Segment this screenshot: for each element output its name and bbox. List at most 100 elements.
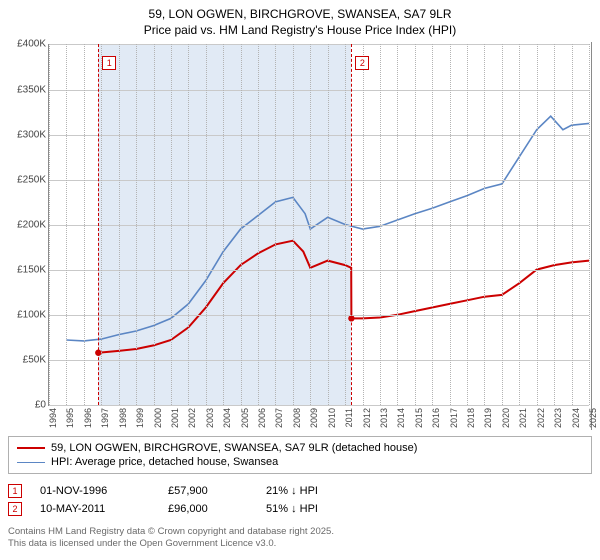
x-tick-label: 2023 [553, 408, 563, 428]
legend-row: HPI: Average price, detached house, Swan… [17, 455, 583, 469]
grid-v [188, 44, 189, 405]
x-tick-label: 2018 [466, 408, 476, 428]
x-tick-label: 1996 [83, 408, 93, 428]
grid-h [49, 360, 589, 361]
grid-v [519, 44, 520, 405]
legend-label: 59, LON OGWEN, BIRCHGROVE, SWANSEA, SA7 … [51, 442, 417, 454]
sale-date: 01-NOV-1996 [40, 485, 150, 497]
x-tick-label: 2000 [153, 408, 163, 428]
x-tick-label: 2017 [449, 408, 459, 428]
grid-v [154, 44, 155, 405]
x-tick-label: 1999 [135, 408, 145, 428]
sale-row: 210-MAY-2011£96,00051% ↓ HPI [8, 500, 592, 518]
grid-v [136, 44, 137, 405]
grid-v [49, 44, 50, 405]
grid-v [119, 44, 120, 405]
grid-v [502, 44, 503, 405]
sale-price: £96,000 [168, 503, 248, 515]
footnote: Contains HM Land Registry data © Crown c… [8, 526, 592, 550]
grid-v [450, 44, 451, 405]
sale-row: 1 01-NOV-1996 £57,900 21% ↓ HPI [8, 482, 592, 500]
grid-v [589, 44, 590, 405]
y-tick-label: £150K [17, 265, 46, 276]
x-tick-label: 2009 [309, 408, 319, 428]
x-tick-label: 1994 [48, 408, 58, 428]
grid-v [467, 44, 468, 405]
x-tick-label: 2016 [431, 408, 441, 428]
x-tick-label: 1998 [118, 408, 128, 428]
x-tick-label: 2005 [240, 408, 250, 428]
x-tick-label: 2015 [414, 408, 424, 428]
x-tick-label: 2010 [327, 408, 337, 428]
grid-v [223, 44, 224, 405]
grid-v [206, 44, 207, 405]
grid-v [328, 44, 329, 405]
grid-v [258, 44, 259, 405]
x-tick-label: 2014 [396, 408, 406, 428]
footnote-line-2: This data is licensed under the Open Gov… [8, 538, 592, 550]
chart-area: £0£50K£100K£150K£200K£250K£300K£350K£400… [8, 42, 592, 430]
y-tick-label: £0 [35, 400, 46, 411]
legend-swatch [17, 462, 45, 463]
x-axis: 1994199519961997199819992000200120022003… [48, 406, 589, 430]
x-tick-label: 2021 [518, 408, 528, 428]
grid-v [554, 44, 555, 405]
grid-v [397, 44, 398, 405]
x-tick-label: 2007 [274, 408, 284, 428]
sale-index-box: 2 [8, 502, 22, 516]
legend-row: 59, LON OGWEN, BIRCHGROVE, SWANSEA, SA7 … [17, 441, 583, 455]
sale-marker-index: 1 [102, 56, 116, 70]
x-tick-label: 2020 [501, 408, 511, 428]
x-tick-label: 2004 [222, 408, 232, 428]
y-tick-label: £200K [17, 219, 46, 230]
sale-price: £57,900 [168, 485, 248, 497]
x-tick-label: 2019 [483, 408, 493, 428]
x-tick-label: 2003 [205, 408, 215, 428]
grid-v [363, 44, 364, 405]
chart-container: 59, LON OGWEN, BIRCHGROVE, SWANSEA, SA7 … [0, 0, 600, 560]
x-tick-label: 2002 [187, 408, 197, 428]
plot-area: 12 [48, 44, 589, 406]
sale-delta: 21% ↓ HPI [266, 485, 592, 497]
grid-v [484, 44, 485, 405]
grid-h [49, 44, 589, 45]
grid-v [310, 44, 311, 405]
grid-v [537, 44, 538, 405]
title-block: 59, LON OGWEN, BIRCHGROVE, SWANSEA, SA7 … [8, 6, 592, 38]
sale-index-box: 1 [8, 484, 22, 498]
x-tick-label: 2008 [292, 408, 302, 428]
y-axis: £0£50K£100K£150K£200K£250K£300K£350K£400… [8, 44, 48, 406]
x-tick-label: 2011 [344, 408, 354, 427]
x-tick-label: 2022 [536, 408, 546, 428]
y-tick-label: £400K [17, 39, 46, 50]
grid-v [241, 44, 242, 405]
grid-h [49, 90, 589, 91]
title-line-2: Price paid vs. HM Land Registry's House … [8, 22, 592, 38]
sale-marker-line [351, 44, 352, 405]
y-tick-label: £100K [17, 310, 46, 321]
x-tick-label: 2024 [571, 408, 581, 428]
x-tick-label: 2006 [257, 408, 267, 428]
sale-marker-index: 2 [355, 56, 369, 70]
grid-h [49, 135, 589, 136]
sales-table: 1 01-NOV-1996 £57,900 21% ↓ HPI 2 10-MAY-2011… [8, 482, 592, 518]
footnote-line-1: Contains HM Land Registry data © Crown c… [8, 526, 592, 538]
title-line-1: 59, LON OGWEN, BIRCHGROVE, SWANSEA, SA7 … [8, 6, 592, 22]
grid-h [49, 225, 589, 226]
y-tick-label: £300K [17, 129, 46, 140]
sale-date: 10-MAY-2011 [40, 503, 150, 515]
grid-v [84, 44, 85, 405]
x-tick-label: 2025 [588, 408, 598, 428]
legend-label: HPI: Average price, detached house, Swan… [51, 456, 278, 468]
x-tick-label: 1995 [65, 408, 75, 428]
grid-v [101, 44, 102, 405]
grid-h [49, 315, 589, 316]
grid-v [171, 44, 172, 405]
grid-v [380, 44, 381, 405]
grid-v [293, 44, 294, 405]
legend-box: 59, LON OGWEN, BIRCHGROVE, SWANSEA, SA7 … [8, 436, 592, 474]
x-tick-label: 2012 [362, 408, 372, 428]
grid-v [572, 44, 573, 405]
grid-v [345, 44, 346, 405]
grid-v [66, 44, 67, 405]
